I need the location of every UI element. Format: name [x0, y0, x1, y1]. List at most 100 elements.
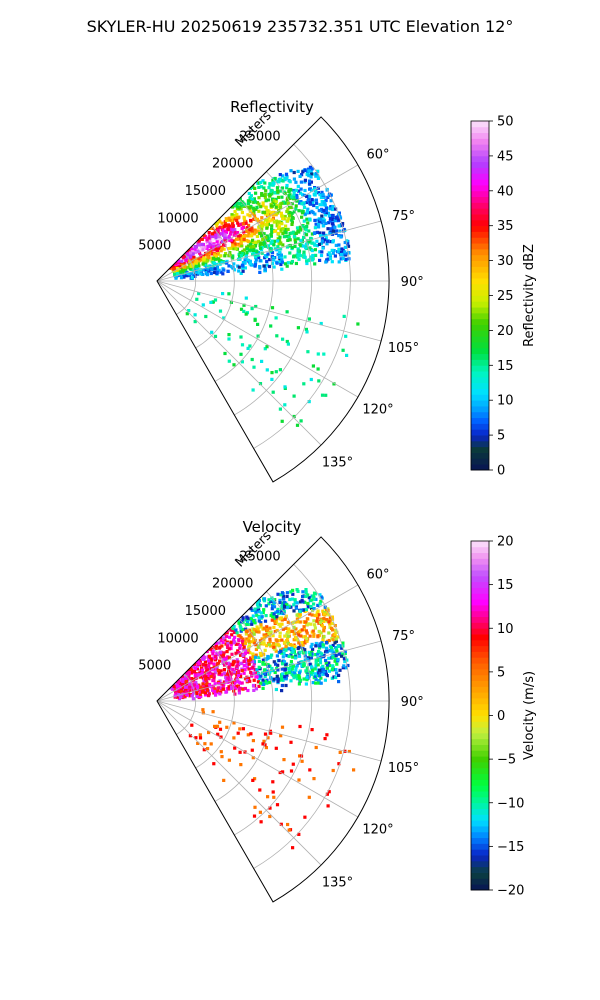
echo-cell — [218, 692, 222, 696]
reflectivity-frame — [156, 116, 390, 483]
echo-cell — [301, 608, 305, 612]
echo-cell — [252, 660, 256, 664]
echo-cell — [238, 673, 243, 677]
echo-cell — [250, 357, 254, 362]
echo-cell — [292, 196, 296, 200]
echo-cell — [318, 642, 322, 646]
echo-cell — [344, 666, 348, 670]
echo-cell — [321, 224, 325, 228]
echo-cell — [310, 670, 315, 675]
echo-cell — [278, 177, 283, 181]
echo-cell — [319, 253, 324, 258]
echo-cell — [309, 670, 313, 675]
echo-cell — [302, 677, 306, 681]
echo-cell — [254, 207, 258, 211]
echo-cell — [286, 634, 290, 638]
echo-cell — [251, 665, 255, 669]
echo-cell — [294, 261, 298, 266]
echo-cell — [310, 198, 314, 202]
echo-cell — [254, 230, 258, 234]
echo-cell — [181, 681, 185, 685]
colorbar-swatch — [471, 376, 489, 384]
echo-cell — [268, 182, 272, 186]
echo-cell — [229, 672, 233, 676]
echo-cell — [321, 192, 325, 197]
echo-cell — [335, 649, 339, 653]
echo-cell — [281, 243, 285, 247]
echo-cell — [211, 646, 216, 650]
echo-cell — [202, 679, 206, 683]
echo-cell — [243, 639, 247, 643]
echo-cell — [222, 316, 226, 320]
echo-cell — [214, 236, 218, 240]
echo-cell — [232, 217, 236, 221]
echo-cell — [318, 219, 322, 223]
colorbar-swatch — [471, 657, 489, 664]
radial-tick-label: 20000 — [212, 157, 253, 172]
echo-cell — [314, 677, 318, 681]
echo-cell — [262, 739, 266, 743]
radial-tick-label: 10000 — [157, 211, 198, 226]
echo-cell — [267, 643, 271, 647]
echo-cell — [295, 677, 300, 681]
echo-cell — [285, 339, 289, 344]
echo-cell — [241, 627, 245, 632]
echo-cell — [235, 671, 239, 675]
echo-cell — [282, 660, 287, 664]
echo-cell — [203, 245, 207, 249]
echo-cell — [251, 756, 255, 760]
colorbar-swatch — [471, 837, 489, 844]
echo-cell — [263, 743, 267, 747]
echo-cell — [220, 246, 224, 251]
echo-cell — [223, 351, 227, 356]
echo-cell — [304, 590, 308, 594]
echo-cell — [198, 268, 202, 272]
echo-cell — [312, 231, 317, 235]
echo-cell — [319, 234, 323, 238]
echo-cell — [338, 644, 343, 648]
echo-cell — [309, 180, 313, 184]
echo-cell — [282, 758, 286, 762]
colorbar-swatch — [471, 289, 489, 296]
echo-cell — [298, 174, 302, 178]
echo-cell — [205, 259, 209, 263]
echo-cell — [242, 248, 246, 252]
echo-cell — [327, 613, 331, 617]
echo-cell — [283, 217, 287, 221]
reflectivity-sector-background — [157, 116, 389, 482]
echo-cell — [233, 210, 237, 214]
echo-cell — [286, 636, 290, 640]
echo-cell — [272, 199, 276, 203]
echo-cell — [270, 666, 274, 671]
echo-cell — [229, 640, 233, 644]
echo-cell — [313, 248, 317, 252]
echo-cell — [330, 668, 334, 672]
echo-cell — [283, 403, 287, 407]
echo-cell — [292, 188, 296, 193]
echo-cell — [273, 670, 277, 674]
echo-cell — [316, 169, 320, 173]
echo-cell — [292, 177, 296, 181]
echo-cell — [271, 634, 275, 638]
echo-cell — [239, 204, 243, 208]
echo-cell — [321, 609, 325, 613]
echo-cell — [279, 227, 283, 231]
angle-tick-label: 105° — [388, 761, 419, 776]
echo-cell — [318, 258, 322, 262]
echo-cell — [310, 258, 315, 262]
echo-cell — [327, 661, 331, 665]
echo-cell — [283, 262, 287, 266]
echo-cell — [231, 205, 235, 209]
echo-cell — [305, 259, 309, 263]
colorbar-tick-label: 35 — [497, 219, 514, 234]
echo-cell — [294, 606, 298, 610]
echo-cell — [314, 664, 318, 668]
echo-cell — [192, 677, 196, 681]
echo-cell — [251, 388, 255, 392]
echo-cell — [287, 630, 291, 634]
colorbar-swatch — [471, 558, 489, 565]
colorbar-swatch — [471, 155, 489, 163]
echo-cell — [251, 739, 255, 743]
colorbar-swatch — [471, 680, 489, 687]
echo-cell — [187, 673, 191, 677]
